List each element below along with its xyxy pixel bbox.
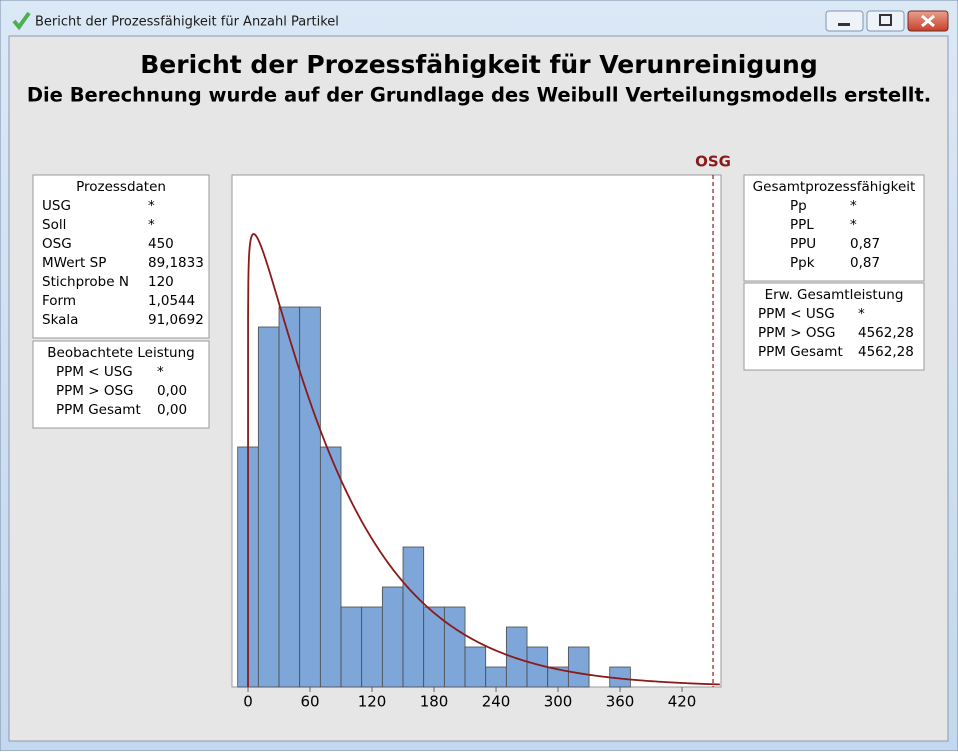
- maximize-button[interactable]: [866, 10, 905, 32]
- table-value: 89,1833: [148, 255, 204, 271]
- table-label: Skala: [42, 312, 78, 328]
- report-title: Bericht der Prozessfähigkeit für Verunre…: [140, 50, 817, 79]
- table-value: 91,0692: [148, 312, 204, 328]
- x-tick-label: 240: [482, 693, 511, 711]
- table-label: PPM < USG: [56, 364, 133, 380]
- table-title: Prozessdaten: [76, 179, 166, 195]
- info-table: [32, 174, 210, 339]
- table-label: PPM < USG: [758, 306, 835, 322]
- table-value: 0,00: [157, 383, 187, 399]
- x-tick-label: 420: [668, 693, 697, 711]
- spec-label: OSG: [695, 153, 731, 171]
- table-label: PPM Gesamt: [758, 344, 843, 360]
- table-title: Erw. Gesamtleistung: [765, 287, 904, 303]
- table-label: PPU: [790, 236, 816, 252]
- table-label: MWert SP: [42, 255, 106, 271]
- table-label: OSG: [42, 236, 72, 252]
- table-label: USG: [42, 198, 71, 214]
- histogram-bar: [257, 326, 280, 688]
- table-value: 0,87: [850, 236, 880, 252]
- info-table: [32, 340, 210, 429]
- report-subtitle: Die Berechnung wurde auf der Grundlage d…: [27, 84, 931, 107]
- info-table: [743, 282, 925, 371]
- table-value: 450: [148, 236, 174, 252]
- histogram-bar: [567, 646, 590, 688]
- minimize-icon: [838, 23, 850, 26]
- table-value: *: [858, 306, 865, 322]
- histogram-bar: [381, 586, 404, 688]
- table-label: PPL: [790, 217, 814, 233]
- table-label: Soll: [42, 217, 66, 233]
- histogram-bar: [361, 606, 383, 688]
- table-label: Form: [42, 293, 76, 309]
- histogram-bar: [443, 606, 466, 688]
- table-value: 120: [148, 274, 174, 290]
- table-value: *: [157, 364, 164, 380]
- close-icon: [921, 14, 935, 28]
- histogram-bar: [485, 666, 507, 688]
- table-value: *: [148, 198, 155, 214]
- x-tick-label: 300: [544, 693, 573, 711]
- table-label: PPM Gesamt: [56, 402, 141, 418]
- table-value: *: [148, 217, 155, 233]
- fit-curve: [247, 233, 720, 688]
- table-title: Gesamtprozessfähigkeit: [753, 179, 916, 195]
- x-tick-label: 60: [300, 693, 319, 711]
- table-title: Beobachtete Leistung: [47, 345, 195, 361]
- table-label: Stichprobe N: [42, 274, 129, 290]
- table-value: 4562,28: [858, 325, 914, 341]
- table-value: 4562,28: [858, 344, 914, 360]
- x-tick-label: 120: [358, 693, 387, 711]
- histogram-bar: [402, 546, 425, 688]
- maximize-icon: [879, 14, 892, 26]
- histogram-bar: [299, 306, 321, 688]
- x-tick-label: 360: [606, 693, 635, 711]
- app-icon: [12, 11, 31, 31]
- table-label: PPM > OSG: [758, 325, 835, 341]
- histogram-bar: [464, 646, 487, 688]
- x-tick-label: 180: [420, 693, 449, 711]
- table-label: Ppk: [790, 255, 815, 271]
- table-value: *: [850, 198, 857, 214]
- histogram-bar: [319, 446, 342, 688]
- histogram-bar: [340, 606, 363, 688]
- x-tick-label: 0: [243, 693, 253, 711]
- table-label: Pp: [790, 198, 807, 214]
- minimize-button[interactable]: [825, 10, 864, 32]
- table-value: 0,00: [157, 402, 187, 418]
- table-label: PPM > OSG: [56, 383, 133, 399]
- window-title: Bericht der Prozessfähigkeit für Anzahl …: [35, 15, 339, 30]
- table-value: 0,87: [850, 255, 880, 271]
- histogram-bar: [505, 626, 528, 688]
- table-value: *: [850, 217, 857, 233]
- info-table: [743, 174, 925, 282]
- table-value: 1,0544: [148, 293, 195, 309]
